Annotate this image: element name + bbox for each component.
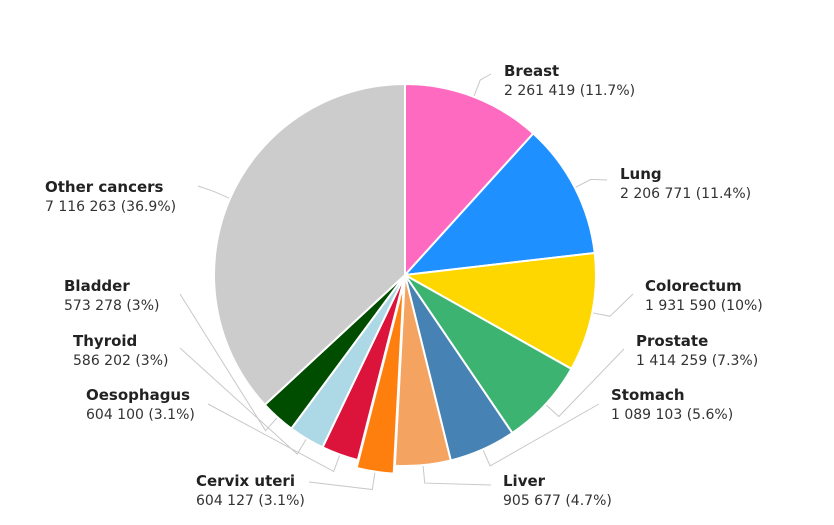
slice-value-cervix-uteri: 604 127 (3.1%) [196,493,305,509]
slice-value-colorectum: 1 931 590 (10%) [645,298,763,314]
slice-labels: Breast 2 261 419 (11.7%) Lung 2 206 771 (11… [45,62,763,509]
leader-line-lung [569,178,608,191]
slice-label-other-cancers: Other cancers [45,178,164,196]
leader-line-cervix-uteri [308,465,377,491]
slice-value-bladder: 573 278 (3%) [64,298,159,314]
leader-line-prostate [540,348,625,418]
slice-value-other-cancers: 7 116 263 (36.9%) [45,199,176,215]
slice-value-prostate: 1 414 259 (7.3%) [636,353,758,369]
slice-label-bladder: Bladder [64,277,130,295]
slice-label-lung: Lung [620,165,662,183]
slice-value-liver: 905 677 (4.7%) [503,493,612,509]
slice-label-thyroid: Thyroid [73,332,137,350]
slice-value-breast: 2 261 419 (11.7%) [504,83,635,99]
slice-label-stomach: Stomach [611,386,685,404]
pie-slices [213,82,597,475]
slice-value-thyroid: 586 202 (3%) [73,353,168,369]
slice-label-colorectum: Colorectum [645,277,742,295]
leader-line-colorectum [586,293,634,317]
slice-value-oesophagus: 604 100 (3.1%) [86,407,195,423]
leader-line-oesophagus [207,403,343,473]
leader-line-stomach [479,403,600,467]
leader-lines [179,73,634,491]
leader-line-liver [421,459,492,486]
leader-line-other-cancers [197,185,236,202]
slice-label-oesophagus: Oesophagus [86,386,190,404]
pie-slice-breast [404,82,535,278]
pie-slice-cervix-uteri [355,282,405,475]
pie-slice-lung [402,132,596,277]
leader-line-thyroid [179,347,311,455]
slice-label-liver: Liver [503,472,546,490]
pie-slice-other-cancers [213,82,406,407]
pie-slice-colorectum [401,251,597,371]
slice-label-breast: Breast [504,62,559,80]
slice-value-stomach: 1 089 103 (5.6%) [611,407,733,423]
slice-value-lung: 2 206 771 (11.4%) [620,186,751,202]
leader-line-bladder [179,293,282,432]
leader-line-breast [471,73,492,103]
slice-label-prostate: Prostate [636,332,708,350]
slice-label-cervix-uteri: Cervix uteri [196,472,295,490]
